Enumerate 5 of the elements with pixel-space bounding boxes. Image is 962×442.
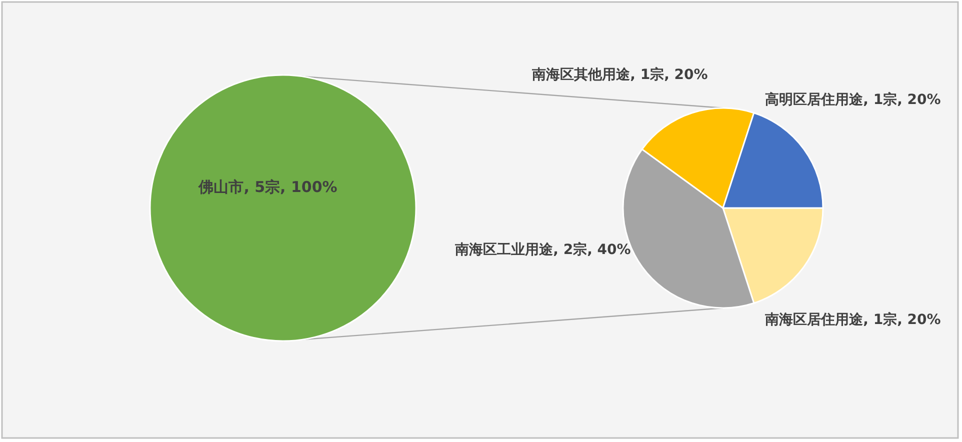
slice-label: 南海区工业用途, 2宗, 40% xyxy=(455,240,631,260)
slice-label: 南海区其他用途, 1宗, 20% xyxy=(532,66,708,85)
slice-label: 南海区居住用途, 1宗, 20% xyxy=(765,310,941,330)
slice-label: 高明区居住用途, 1宗, 20% xyxy=(765,90,941,110)
slice-label: 佛山市, 5宗, 100% xyxy=(198,177,338,197)
